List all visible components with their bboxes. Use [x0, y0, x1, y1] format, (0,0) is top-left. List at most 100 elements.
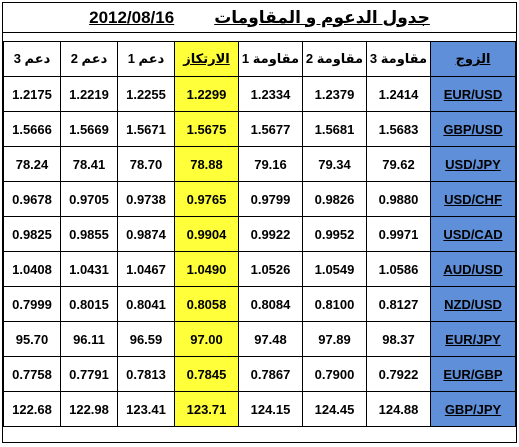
cell-support-2: 0.9705 — [60, 181, 118, 217]
cell-pair: EUR/GBP — [430, 356, 516, 392]
table-row: 1.5666 1.5669 1.5671 1.5675 1.5677 1.568… — [3, 111, 516, 147]
cell-support-2: 0.9855 — [60, 216, 118, 252]
cell-pair: USD/CHF — [430, 181, 516, 217]
table-row: 0.9678 0.9705 0.9738 0.9765 0.9799 0.982… — [3, 181, 516, 217]
cell-resistance-3: 1.0586 — [366, 251, 431, 287]
cell-support-3: 95.70 — [3, 321, 61, 357]
cell-resistance-2: 1.2379 — [302, 76, 367, 112]
cell-resistance-1: 0.8084 — [238, 286, 303, 322]
pivot-table-sheet: 2012/08/16 جدول الدعوم و المقاومات دعم 3… — [2, 2, 517, 443]
header-resistance-2: مقاومة 2 — [302, 41, 367, 77]
cell-pivot: 123.71 — [174, 391, 239, 427]
cell-support-3: 122.68 — [3, 391, 61, 427]
cell-resistance-3: 1.5683 — [366, 111, 431, 147]
table-row: 1.2175 1.2219 1.2255 1.2299 1.2334 1.237… — [3, 76, 516, 112]
header-pair: الزوج — [430, 41, 516, 77]
cell-resistance-2: 97.89 — [302, 321, 367, 357]
cell-resistance-2: 0.7900 — [302, 356, 367, 392]
cell-pair: GBP/USD — [430, 111, 516, 147]
cell-pivot: 97.00 — [174, 321, 239, 357]
table-row: 0.7999 0.8015 0.8041 0.8058 0.8084 0.810… — [3, 286, 516, 322]
cell-resistance-3: 1.2414 — [366, 76, 431, 112]
cell-support-3: 0.7758 — [3, 356, 61, 392]
cell-support-1: 78.70 — [117, 146, 175, 182]
header-support-3: دعم 3 — [3, 41, 61, 77]
cell-pivot: 78.88 — [174, 146, 239, 182]
cell-resistance-1: 0.9922 — [238, 216, 303, 252]
cell-support-2: 0.7791 — [60, 356, 118, 392]
cell-support-3: 0.9678 — [3, 181, 61, 217]
cell-pivot: 0.7845 — [174, 356, 239, 392]
table-row: 95.70 96.11 96.59 97.00 97.48 97.89 98.3… — [3, 321, 516, 357]
cell-support-2: 96.11 — [60, 321, 118, 357]
cell-support-1: 1.0467 — [117, 251, 175, 287]
cell-support-1: 0.7813 — [117, 356, 175, 392]
table-row: 0.7758 0.7791 0.7813 0.7845 0.7867 0.790… — [3, 356, 516, 392]
cell-pair: AUD/USD — [430, 251, 516, 287]
cell-resistance-1: 1.0526 — [238, 251, 303, 287]
cell-resistance-1: 0.9799 — [238, 181, 303, 217]
cell-resistance-2: 1.5681 — [302, 111, 367, 147]
table-row: 122.68 122.98 123.41 123.71 124.15 124.4… — [3, 391, 516, 427]
cell-support-2: 1.0431 — [60, 251, 118, 287]
header-resistance-1: مقاومة 1 — [238, 41, 303, 77]
cell-resistance-3: 0.9880 — [366, 181, 431, 217]
cell-pair: NZD/USD — [430, 286, 516, 322]
cell-resistance-3: 79.62 — [366, 146, 431, 182]
cell-pivot: 1.0490 — [174, 251, 239, 287]
cell-pivot: 1.5675 — [174, 111, 239, 147]
cell-support-3: 1.5666 — [3, 111, 61, 147]
header-resistance-3: مقاومة 3 — [366, 41, 431, 77]
cell-resistance-2: 0.8100 — [302, 286, 367, 322]
cell-pair: EUR/USD — [430, 76, 516, 112]
header-support-1: دعم 1 — [117, 41, 175, 77]
cell-support-1: 0.9738 — [117, 181, 175, 217]
cell-support-3: 0.7999 — [3, 286, 61, 322]
cell-pair: USD/CAD — [430, 216, 516, 252]
cell-resistance-2: 0.9826 — [302, 181, 367, 217]
cell-resistance-3: 124.88 — [366, 391, 431, 427]
cell-support-1: 0.9874 — [117, 216, 175, 252]
cell-support-3: 78.24 — [3, 146, 61, 182]
cell-resistance-3: 0.7922 — [366, 356, 431, 392]
cell-support-2: 78.41 — [60, 146, 118, 182]
cell-pivot: 0.9904 — [174, 216, 239, 252]
header-support-2: دعم 2 — [60, 41, 118, 77]
cell-resistance-1: 97.48 — [238, 321, 303, 357]
cell-resistance-2: 0.9952 — [302, 216, 367, 252]
cell-pivot: 0.9765 — [174, 181, 239, 217]
cell-pivot: 0.8058 — [174, 286, 239, 322]
table-row: 78.24 78.41 78.70 78.88 79.16 79.34 79.6… — [3, 146, 516, 182]
header-row: دعم 3 دعم 2 دعم 1 الارتكاز مقاومة 1 مقاو… — [3, 41, 516, 77]
cell-resistance-3: 98.37 — [366, 321, 431, 357]
cell-resistance-2: 124.45 — [302, 391, 367, 427]
cell-pair: GBP/JPY — [430, 391, 516, 427]
cell-resistance-1: 1.5677 — [238, 111, 303, 147]
header-pivot: الارتكاز — [174, 41, 239, 77]
cell-resistance-3: 0.8127 — [366, 286, 431, 322]
cell-support-1: 96.59 — [117, 321, 175, 357]
cell-support-2: 0.8015 — [60, 286, 118, 322]
cell-pair: USD/JPY — [430, 146, 516, 182]
cell-pivot: 1.2299 — [174, 76, 239, 112]
cell-support-2: 122.98 — [60, 391, 118, 427]
cell-resistance-2: 1.0549 — [302, 251, 367, 287]
cell-resistance-1: 0.7867 — [238, 356, 303, 392]
cell-support-2: 1.5669 — [60, 111, 118, 147]
table-row: 1.0408 1.0431 1.0467 1.0490 1.0526 1.054… — [3, 251, 516, 287]
cell-support-1: 1.2255 — [117, 76, 175, 112]
cell-pair: EUR/JPY — [430, 321, 516, 357]
cell-resistance-1: 79.16 — [238, 146, 303, 182]
title-date: 2012/08/16 — [89, 7, 175, 27]
cell-resistance-2: 79.34 — [302, 146, 367, 182]
cell-resistance-3: 0.9971 — [366, 216, 431, 252]
title-label: جدول الدعوم و المقاومات — [214, 7, 430, 27]
cell-support-3: 0.9825 — [3, 216, 61, 252]
cell-resistance-1: 1.2334 — [238, 76, 303, 112]
cell-support-3: 1.2175 — [3, 76, 61, 112]
cell-support-1: 0.8041 — [117, 286, 175, 322]
cell-resistance-1: 124.15 — [238, 391, 303, 427]
cell-support-1: 123.41 — [117, 391, 175, 427]
table-row: 0.9825 0.9855 0.9874 0.9904 0.9922 0.995… — [3, 216, 516, 252]
levels-table: دعم 3 دعم 2 دعم 1 الارتكاز مقاومة 1 مقاو… — [3, 41, 516, 427]
